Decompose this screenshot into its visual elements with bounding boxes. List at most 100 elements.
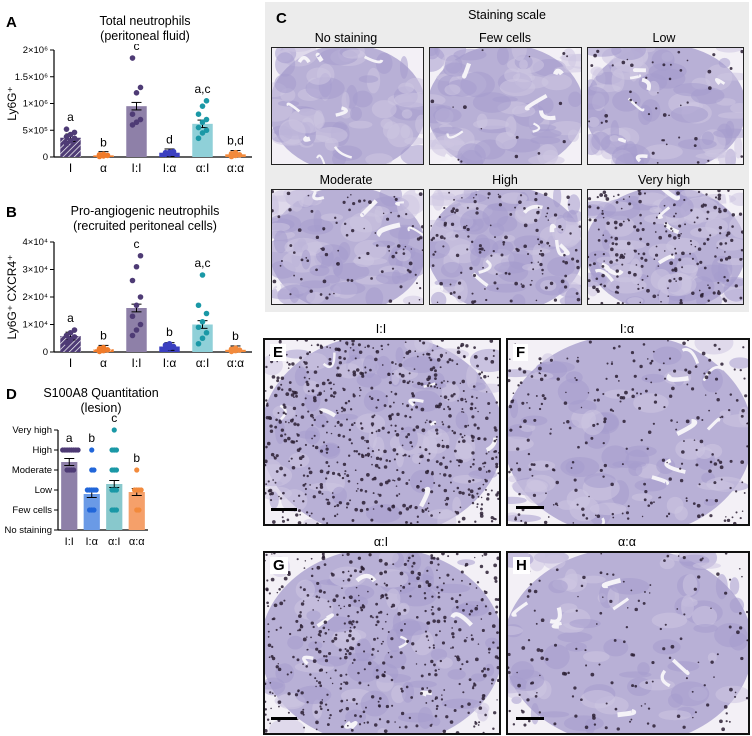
y-tick-label: No staining xyxy=(4,525,52,536)
panel-letter-g: G xyxy=(270,557,288,574)
data-point xyxy=(113,487,120,493)
data-point xyxy=(60,447,66,453)
data-point xyxy=(84,487,90,493)
data-point xyxy=(71,327,78,333)
scale-bar-f xyxy=(516,506,544,509)
tissue-texture xyxy=(430,48,581,164)
data-point xyxy=(136,507,142,513)
x-tick-label: I xyxy=(69,356,72,370)
y-tick-label: Low xyxy=(35,485,53,496)
data-point xyxy=(138,487,144,493)
x-tick-label: I xyxy=(69,161,72,175)
x-tick-label: α:I xyxy=(108,536,120,548)
bar xyxy=(61,462,78,530)
data-point xyxy=(199,119,206,126)
micrograph-g: G xyxy=(263,551,501,735)
panel-c-staining-scale: C Staining scale No staining Few cells L… xyxy=(265,2,749,312)
data-point xyxy=(63,126,70,132)
data-point xyxy=(67,329,74,336)
data-point xyxy=(133,263,140,270)
data-point xyxy=(170,148,177,155)
data-point xyxy=(199,272,206,278)
data-point xyxy=(195,124,202,131)
bar xyxy=(192,123,213,157)
data-point xyxy=(232,345,239,351)
x-tick-label: α:α xyxy=(227,356,244,370)
bar xyxy=(126,106,147,157)
thumb-label-no-staining: No staining xyxy=(314,31,378,45)
significance-letter: d xyxy=(166,133,173,147)
data-point xyxy=(199,318,206,325)
data-point xyxy=(75,447,81,453)
micrograph-h: H xyxy=(506,551,750,735)
data-point xyxy=(133,302,140,309)
panel-letter-b: B xyxy=(6,204,17,221)
significance-letter: a xyxy=(67,311,74,325)
bar xyxy=(106,484,123,530)
x-tick-label: α:α xyxy=(129,536,145,548)
panel-d-title-line2: (lesion) xyxy=(80,401,122,415)
chart-a: 0 5×10⁵ 1×10⁶ 1.5×10⁶ 2×10⁶ Ly6G⁺ Ia αb I:I c I:α d… xyxy=(5,44,252,175)
data-point xyxy=(113,467,120,473)
x-tick-label: I:α xyxy=(86,536,99,548)
y-tick-label: 5×10⁵ xyxy=(23,125,48,136)
data-point xyxy=(109,467,115,473)
data-point xyxy=(129,332,136,339)
panel-letter-f: F xyxy=(513,344,529,361)
data-point xyxy=(199,103,206,109)
data-point xyxy=(63,332,70,339)
y-tick-label: Few cells xyxy=(12,505,52,516)
y-tick-label: Moderate xyxy=(12,465,52,476)
data-point xyxy=(109,487,115,493)
data-point xyxy=(137,294,144,300)
data-point xyxy=(129,55,136,61)
thumb-few-cells xyxy=(429,47,582,165)
x-tick-label: α xyxy=(100,161,107,175)
data-point xyxy=(133,90,140,96)
data-point xyxy=(64,467,70,473)
data-point xyxy=(199,335,206,342)
thumb-label-high: High xyxy=(492,173,518,187)
tissue-texture xyxy=(508,553,748,733)
tissue-texture xyxy=(272,48,423,164)
thumb-low xyxy=(587,47,744,165)
significance-letter: a xyxy=(66,431,73,445)
tissue-texture xyxy=(265,340,499,524)
y-axis-label: Ly6G⁺ xyxy=(5,86,19,121)
y-tick-label: 3×10⁴ xyxy=(23,265,48,276)
significance-letter: c xyxy=(134,44,140,53)
data-point xyxy=(113,447,120,453)
thumb-label-low: Low xyxy=(652,31,676,45)
y-tick-label: 0 xyxy=(43,152,48,163)
panel-letter-a: A xyxy=(6,14,17,31)
panel-letter-d: D xyxy=(6,386,17,403)
x-tick-label: α xyxy=(100,356,107,370)
y-tick-label: 4×10⁴ xyxy=(23,237,48,248)
data-point xyxy=(195,135,202,142)
data-point xyxy=(129,313,136,320)
data-point xyxy=(100,151,107,158)
data-point xyxy=(129,111,136,117)
data-point xyxy=(89,447,95,453)
tissue-texture xyxy=(588,48,743,164)
scale-bar-e xyxy=(271,508,297,511)
data-point xyxy=(170,343,177,350)
panel-h-title: α:α xyxy=(618,535,636,549)
significance-letter: a,c xyxy=(194,256,210,270)
scale-bar-h xyxy=(516,717,544,720)
thumb-moderate xyxy=(271,189,424,305)
data-point xyxy=(93,487,99,493)
data-point xyxy=(67,336,74,343)
data-point xyxy=(203,310,210,317)
tissue-texture xyxy=(265,553,499,733)
y-tick-label: 1×10⁴ xyxy=(23,320,48,331)
significance-letter: b xyxy=(166,325,173,339)
data-point xyxy=(71,129,78,136)
panel-a-title-line1: Total neutrophils xyxy=(99,14,191,28)
tissue-texture xyxy=(588,190,743,304)
data-point xyxy=(203,116,210,123)
thumb-label-very-high: Very high xyxy=(637,173,691,187)
chart-d: No staining Few cells Low Moderate High Very … xyxy=(4,414,148,548)
data-point xyxy=(71,334,78,340)
significance-letter: b xyxy=(232,329,239,343)
